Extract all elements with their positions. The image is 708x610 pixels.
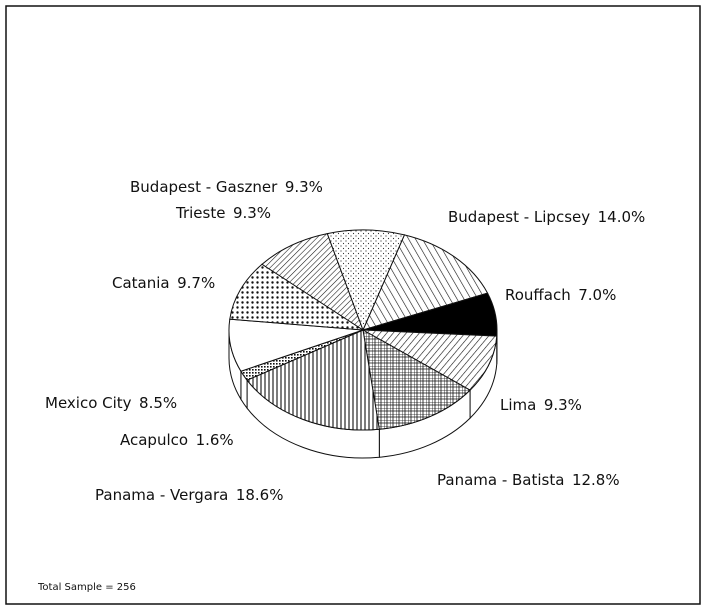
slice-value: 1.6%: [196, 431, 234, 449]
slice-value: 8.5%: [139, 394, 177, 412]
slice-label: Budapest - Lipcsey 14.0%: [448, 208, 645, 226]
slice-label: Lima 9.3%: [500, 396, 582, 414]
slice-name: Budapest - Gaszner: [130, 178, 278, 196]
slice-value: 18.6%: [236, 486, 284, 504]
slice-label: Catania 9.7%: [112, 274, 215, 292]
slice-label: Acapulco 1.6%: [120, 431, 234, 449]
slice-name: Mexico City: [45, 394, 132, 412]
slice-label: Panama - Batista 12.8%: [437, 471, 620, 489]
slice-label: Budapest - Gaszner 9.3%: [130, 178, 323, 196]
pie-slice: [326, 229, 406, 332]
slice-value: 7.0%: [578, 286, 616, 304]
slice-label: Mexico City 8.5%: [45, 394, 177, 412]
slice-name: Panama - Batista: [437, 471, 564, 489]
slice-name: Acapulco: [120, 431, 188, 449]
slice-label: Trieste 9.3%: [175, 204, 271, 222]
note: Total Sample = 256: [37, 582, 136, 593]
pie-slice: [261, 233, 364, 332]
slice-value: 9.7%: [177, 274, 215, 292]
slice-value: 9.3%: [285, 178, 323, 196]
slice-label: Rouffach 7.0%: [505, 286, 616, 304]
slice-name: Panama - Vergara: [95, 486, 228, 504]
slice-name: Lima: [500, 396, 536, 414]
slice-value: 14.0%: [598, 208, 646, 226]
slice-value: 9.3%: [233, 204, 271, 222]
slice-value: 9.3%: [544, 396, 582, 414]
slice-name: Trieste: [175, 204, 225, 222]
pie-slice: [246, 329, 380, 431]
frame: [5, 5, 701, 605]
slice-name: Rouffach: [505, 286, 571, 304]
slice-label: Panama - Vergara 18.6%: [95, 486, 283, 504]
slice-name: Budapest - Lipcsey: [448, 208, 590, 226]
slice-value: 12.8%: [572, 471, 620, 489]
pie-slice: [229, 263, 364, 331]
pie-slice: [362, 329, 498, 391]
slice-name: Catania: [112, 274, 170, 292]
pie-slice: [362, 329, 471, 430]
